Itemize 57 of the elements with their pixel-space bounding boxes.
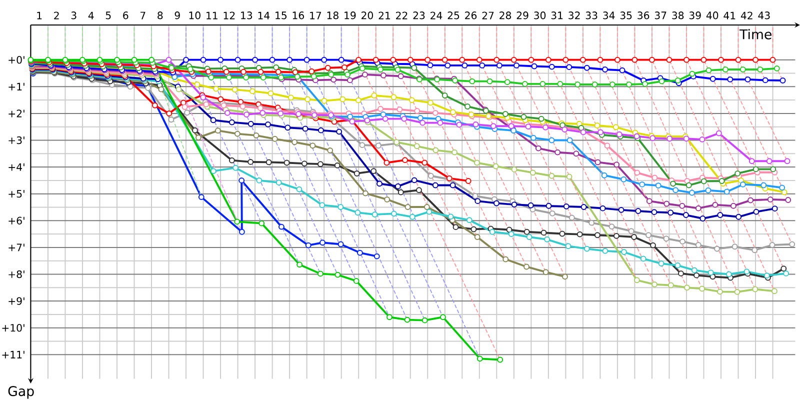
x-tick-label: 15 xyxy=(276,12,286,20)
x-tick-label: 11 xyxy=(206,12,218,20)
y-tick-label: +4' xyxy=(8,163,24,171)
y-axis-title: Gap xyxy=(8,386,34,399)
x-tick-label: 24 xyxy=(430,12,442,20)
y-tick-label: +11' xyxy=(2,350,24,358)
y-tick-label: +10' xyxy=(2,324,24,332)
y-tick-label: +6' xyxy=(8,216,24,224)
x-tick-label: 40 xyxy=(706,12,718,20)
x-tick-label: 18 xyxy=(327,12,338,20)
x-tick-label: 5 xyxy=(106,12,111,20)
y-tick-label: +7' xyxy=(8,244,24,252)
y-tick-label: +9' xyxy=(8,297,24,305)
x-tick-label: 36 xyxy=(638,12,650,20)
x-tick-label: 16 xyxy=(292,12,304,20)
x-tick-label: 12 xyxy=(224,12,235,20)
x-tick-label: 1 xyxy=(37,12,42,20)
x-tick-label: 19 xyxy=(344,12,356,20)
x-tick-label: 23 xyxy=(413,12,425,20)
y-tick-label: +1' xyxy=(8,82,24,90)
x-tick-label: 32 xyxy=(568,12,580,20)
x-tick-label: 9 xyxy=(174,12,180,20)
x-tick-label: 17 xyxy=(310,12,322,20)
x-tick-label: 33 xyxy=(586,12,598,20)
x-tick-label: 21 xyxy=(378,12,390,20)
x-tick-label: 13 xyxy=(241,12,252,20)
x-tick-label: 20 xyxy=(362,12,373,20)
x-tick-label: 8 xyxy=(158,12,163,20)
x-tick-label: 30 xyxy=(534,12,546,20)
x-tick-label: 34 xyxy=(603,12,615,20)
x-tick-label: 35 xyxy=(620,12,632,20)
x-tick-label: 42 xyxy=(740,12,752,20)
x-tick-label: 39 xyxy=(689,12,701,20)
x-tick-label: 29 xyxy=(516,12,528,20)
x-tick-label: 26 xyxy=(465,12,477,20)
x-axis-title: Time xyxy=(739,29,772,40)
x-tick-label: 27 xyxy=(482,12,494,20)
y-tick-label: +8' xyxy=(8,270,24,278)
x-tick-label: 38 xyxy=(672,12,684,20)
y-tick-label: +5' xyxy=(8,190,24,198)
x-tick-label: 31 xyxy=(551,12,563,20)
x-tick-label: 28 xyxy=(500,12,512,20)
x-tick-label: 22 xyxy=(396,12,408,20)
x-tick-label: 41 xyxy=(724,12,736,20)
y-tick-label: +3' xyxy=(8,136,24,144)
x-tick-label: 6 xyxy=(123,12,128,20)
x-tick-label: 2 xyxy=(54,12,59,20)
x-tick-label: 25 xyxy=(448,12,460,20)
x-tick-label: 37 xyxy=(654,12,666,20)
x-tick-label: 3 xyxy=(71,12,76,20)
x-tick-label: 4 xyxy=(88,12,94,20)
x-tick-label: 7 xyxy=(140,12,146,20)
x-tick-label: 10 xyxy=(189,12,200,20)
x-tick-label: 14 xyxy=(258,12,270,20)
y-tick-label: +2' xyxy=(8,110,24,118)
x-tick-label: 43 xyxy=(758,12,770,20)
y-tick-label: +0' xyxy=(8,56,24,64)
